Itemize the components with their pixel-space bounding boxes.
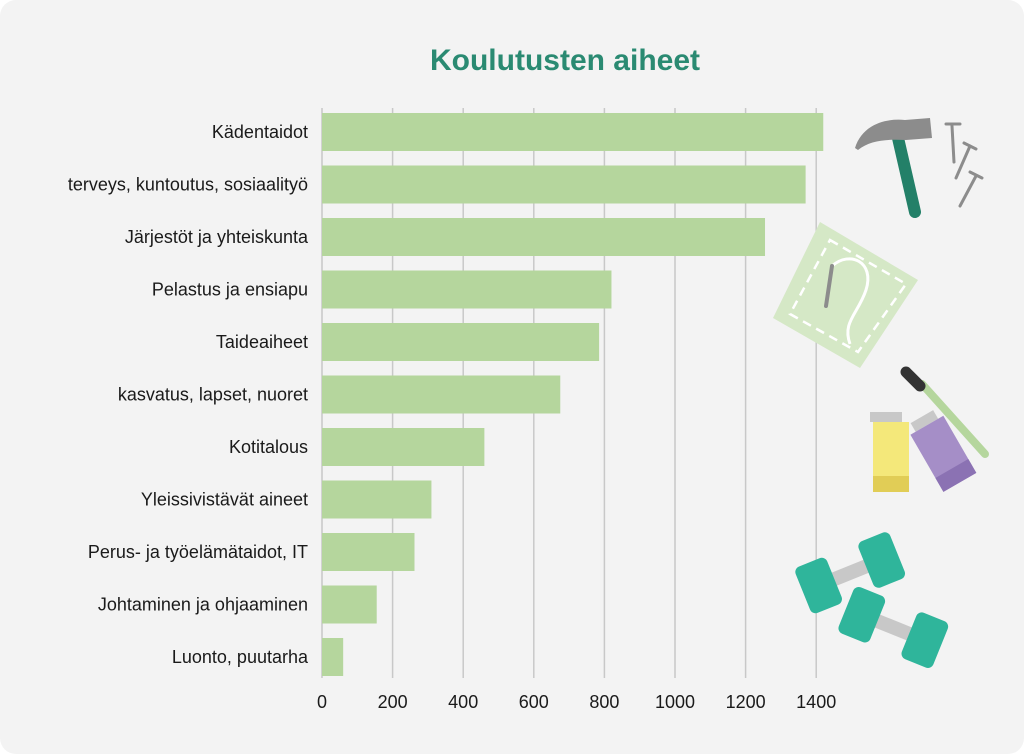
paint-tubes-icon — [870, 410, 977, 492]
bar — [322, 480, 432, 519]
category-label: Yleissivistävät aineet — [141, 490, 308, 510]
x-tick-label: 200 — [378, 692, 408, 712]
category-label: kasvatus, lapset, nuoret — [118, 385, 308, 405]
category-label: Järjestöt ja yhteiskunta — [125, 227, 309, 247]
bar — [322, 270, 612, 309]
category-label: Kotitalous — [229, 437, 308, 457]
category-label: Pelastus ja ensiapu — [152, 280, 308, 300]
hammer-icon — [855, 118, 932, 218]
bar — [322, 428, 485, 466]
category-label: Johtaminen ja ohjaaminen — [98, 595, 308, 615]
x-tick-label: 800 — [589, 692, 619, 712]
bar — [322, 218, 766, 256]
x-tick-label: 600 — [519, 692, 549, 712]
category-label: terveys, kuntoutus, sosiaalityö — [68, 175, 308, 195]
x-tick-label: 1200 — [726, 692, 766, 712]
x-tick-label: 1000 — [655, 692, 695, 712]
x-tick-label: 400 — [448, 692, 478, 712]
bar — [322, 323, 600, 361]
bar — [322, 585, 377, 624]
bar — [322, 113, 824, 151]
dumbbells-icon — [795, 532, 949, 668]
bar — [322, 638, 344, 676]
x-tick-label: 0 — [317, 692, 327, 712]
category-label: Luonto, puutarha — [172, 647, 309, 667]
x-tick-label: 1400 — [796, 692, 836, 712]
x-tick-labels: 0 200 400 600 800 1000 1200 1400 — [317, 692, 836, 712]
category-label: Taideaiheet — [216, 332, 308, 352]
category-labels: Kädentaidot terveys, kuntoutus, sosiaalit… — [68, 122, 309, 667]
paint-brush-icon — [900, 366, 989, 458]
category-label: Perus- ja työelämätaidot, IT — [88, 542, 308, 562]
bar — [322, 533, 415, 571]
bar — [322, 165, 806, 204]
fabric-patch-icon — [773, 222, 918, 368]
category-label: Kädentaidot — [212, 122, 308, 142]
bars — [322, 113, 824, 676]
nails-icon — [944, 122, 984, 208]
bar — [322, 375, 561, 414]
chart-title: Koulutusten aiheet — [430, 44, 700, 77]
